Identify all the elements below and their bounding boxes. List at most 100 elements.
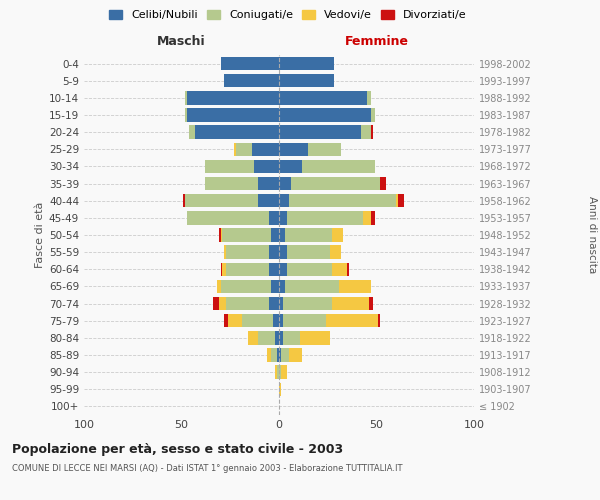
Bar <box>330 246 341 259</box>
Bar <box>195 126 279 139</box>
Bar <box>368 297 373 310</box>
Bar <box>277 348 279 362</box>
Bar <box>275 331 279 344</box>
Bar <box>273 314 279 328</box>
Bar <box>252 142 279 156</box>
Bar <box>287 211 363 224</box>
Bar <box>257 331 275 344</box>
Bar <box>228 314 242 328</box>
Bar <box>218 297 226 310</box>
Bar <box>268 348 271 362</box>
Bar <box>217 280 221 293</box>
Bar <box>398 194 404 207</box>
Bar <box>279 194 289 207</box>
Bar <box>271 348 277 362</box>
Bar <box>242 314 273 328</box>
Bar <box>285 280 340 293</box>
Bar <box>326 314 379 328</box>
Bar <box>257 177 279 190</box>
Bar <box>248 331 257 344</box>
Bar <box>279 57 334 70</box>
Bar <box>185 108 187 122</box>
Bar <box>277 366 279 379</box>
Text: COMUNE DI LECCE NEI MARSI (AQ) - Dati ISTAT 1° gennaio 2003 - Elaborazione TUTTI: COMUNE DI LECCE NEI MARSI (AQ) - Dati IS… <box>12 464 403 473</box>
Bar <box>224 246 226 259</box>
Bar <box>367 91 371 104</box>
Bar <box>361 126 371 139</box>
Bar <box>289 348 302 362</box>
Bar <box>283 297 332 310</box>
Bar <box>279 331 283 344</box>
Bar <box>347 262 349 276</box>
Bar <box>279 142 308 156</box>
Bar <box>223 262 226 276</box>
Bar <box>218 228 221 241</box>
Bar <box>371 126 373 139</box>
Bar <box>221 228 223 241</box>
Bar <box>279 91 367 104</box>
Bar <box>332 262 347 276</box>
Bar <box>271 228 279 241</box>
Bar <box>340 280 371 293</box>
Bar <box>257 194 279 207</box>
Bar <box>275 366 277 379</box>
Bar <box>213 297 218 310</box>
Bar <box>302 160 374 173</box>
Bar <box>269 262 279 276</box>
Legend: Celibi/Nubili, Coniugati/e, Vedovi/e, Divorziati/e: Celibi/Nubili, Coniugati/e, Vedovi/e, Di… <box>105 6 471 25</box>
Bar <box>221 280 271 293</box>
Bar <box>287 246 330 259</box>
Bar <box>279 74 334 88</box>
Bar <box>279 382 281 396</box>
Bar <box>279 177 290 190</box>
Bar <box>221 262 223 276</box>
Bar <box>226 297 269 310</box>
Bar <box>371 108 374 122</box>
Bar <box>269 297 279 310</box>
Bar <box>279 246 287 259</box>
Bar <box>224 74 279 88</box>
Bar <box>281 366 287 379</box>
Bar <box>271 280 279 293</box>
Bar <box>380 177 386 190</box>
Bar <box>290 177 380 190</box>
Bar <box>279 314 283 328</box>
Bar <box>187 91 279 104</box>
Bar <box>269 211 279 224</box>
Text: Femmine: Femmine <box>344 35 409 48</box>
Bar <box>236 142 252 156</box>
Text: Maschi: Maschi <box>157 35 206 48</box>
Bar <box>289 194 396 207</box>
Y-axis label: Fasce di età: Fasce di età <box>35 202 45 268</box>
Bar <box>379 314 380 328</box>
Bar <box>205 177 257 190</box>
Bar <box>279 280 285 293</box>
Bar <box>371 211 374 224</box>
Bar <box>281 348 289 362</box>
Bar <box>279 297 283 310</box>
Bar <box>184 194 185 207</box>
Bar <box>221 57 279 70</box>
Bar <box>279 160 302 173</box>
Bar <box>279 262 287 276</box>
Bar <box>269 246 279 259</box>
Bar <box>226 262 269 276</box>
Bar <box>332 297 368 310</box>
Bar <box>187 211 269 224</box>
Bar <box>279 108 371 122</box>
Bar <box>308 142 341 156</box>
Bar <box>279 228 285 241</box>
Bar <box>332 228 343 241</box>
Bar <box>223 228 271 241</box>
Bar <box>396 194 398 207</box>
Bar <box>226 246 269 259</box>
Bar <box>279 348 281 362</box>
Bar <box>301 331 330 344</box>
Bar <box>185 194 257 207</box>
Bar <box>285 228 332 241</box>
Bar <box>279 126 361 139</box>
Bar <box>287 262 332 276</box>
Bar <box>283 331 301 344</box>
Bar <box>205 160 254 173</box>
Bar <box>185 91 187 104</box>
